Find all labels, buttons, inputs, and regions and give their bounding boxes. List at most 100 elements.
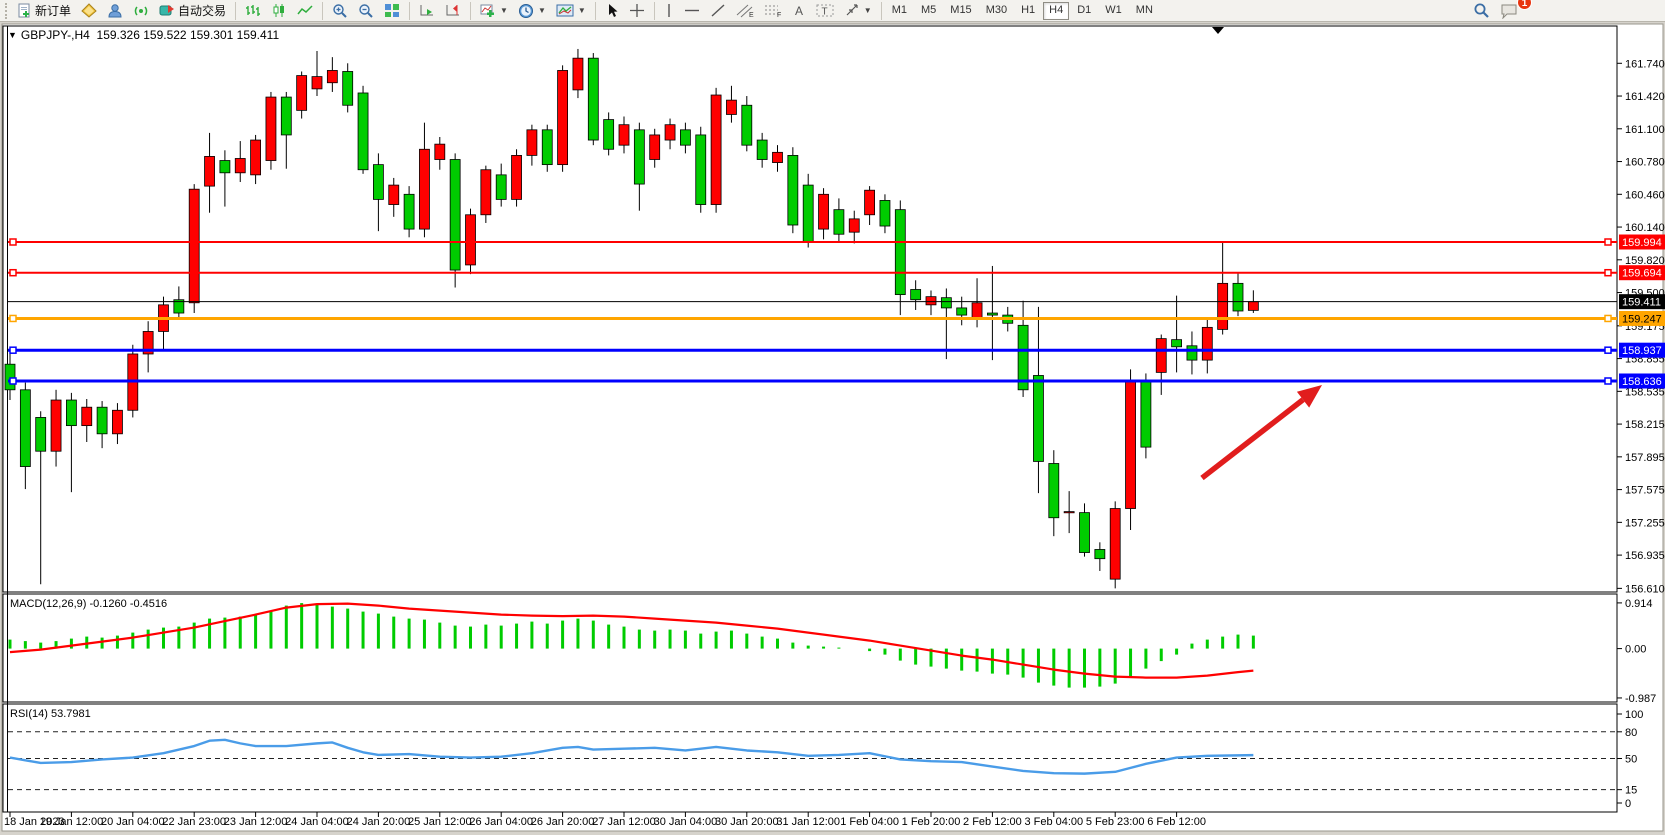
text-label-button[interactable]: T: [811, 1, 839, 21]
line-handle-left[interactable]: [9, 314, 17, 323]
price-tick-label[interactable]: 157.575: [1625, 485, 1665, 497]
annotation-arrow-shaft[interactable]: [1200, 397, 1305, 481]
price-tick-label[interactable]: 161.420: [1625, 91, 1665, 103]
fibonacci-button[interactable]: F: [759, 1, 787, 21]
candle-body: [219, 160, 231, 174]
line-handle-left[interactable]: [9, 268, 17, 277]
price-tick-label[interactable]: 158.535: [1625, 386, 1665, 398]
price-tick-label[interactable]: 161.100: [1625, 124, 1665, 136]
search-button[interactable]: [1468, 1, 1495, 21]
time-tick-label[interactable]: 1 Feb 20:00: [902, 816, 961, 828]
main-panel[interactable]: [2, 25, 1618, 593]
time-tick-label[interactable]: 20 Jan 04:00: [101, 816, 165, 828]
signals-button[interactable]: [128, 1, 154, 21]
line-chart-button[interactable]: [292, 1, 318, 21]
timeframe-d1[interactable]: D1: [1077, 3, 1092, 16]
price-tick-label[interactable]: 159.820: [1625, 255, 1665, 267]
notifications-button[interactable]: 1: [1495, 0, 1532, 21]
svg-text:F: F: [777, 12, 781, 18]
price-tick-label[interactable]: 157.895: [1625, 452, 1665, 464]
profile-button[interactable]: [102, 1, 128, 21]
zoom-out-button[interactable]: [353, 1, 379, 21]
candle-body: [818, 193, 829, 230]
symbol-dropdown-icon[interactable]: ▼: [8, 30, 17, 40]
price-tick-label[interactable]: 156.935: [1625, 550, 1665, 562]
vertical-line-button[interactable]: [659, 1, 679, 21]
line-handle-left[interactable]: [9, 346, 17, 354]
line-handle-right[interactable]: [1604, 346, 1612, 354]
price-tick-label[interactable]: 160.780: [1625, 157, 1665, 169]
line-handle-right[interactable]: [1604, 377, 1612, 385]
candle-body: [587, 57, 599, 141]
arrows-button[interactable]: ▼: [839, 1, 877, 21]
search-icon: [1473, 2, 1490, 19]
text-button[interactable]: A: [787, 1, 811, 21]
timeframe-m1[interactable]: M1: [891, 3, 907, 16]
line-handle-right[interactable]: [1604, 314, 1612, 323]
macd-signal-line: [9, 602, 1254, 679]
line-handle-left[interactable]: [9, 238, 17, 246]
toolbar-right-group: 1: [1468, 0, 1532, 21]
new-order-button[interactable]: 新订单: [12, 1, 76, 21]
tile-windows-button[interactable]: [379, 1, 405, 21]
price-tick-label[interactable]: 157.255: [1625, 517, 1665, 529]
time-tick-label[interactable]: 5 Feb 23:00: [1086, 816, 1145, 828]
indicators-button[interactable]: ▼: [475, 1, 513, 21]
channel-button[interactable]: E: [731, 1, 759, 21]
timeframe-m30[interactable]: M30: [985, 3, 1008, 16]
timeframe-w1[interactable]: W1: [1105, 3, 1122, 16]
horizontal-line-button[interactable]: [679, 1, 705, 21]
chart-shift-button[interactable]: [440, 1, 466, 21]
price-tick-label[interactable]: 160.460: [1625, 189, 1665, 201]
auto-scroll-button[interactable]: [414, 1, 440, 21]
time-tick-label[interactable]: 26 Jan 20:00: [531, 816, 595, 828]
auto-scroll-icon: [419, 3, 435, 18]
time-tick-label[interactable]: 22 Jan 23:00: [162, 816, 226, 828]
autotrading-button[interactable]: 自动交易: [154, 1, 231, 21]
templates-button[interactable]: ▼: [551, 1, 591, 21]
line-handle-left[interactable]: [9, 377, 17, 385]
time-tick-label[interactable]: 19 Jan 12:00: [40, 816, 104, 828]
time-tick-label[interactable]: 3 Feb 04:00: [1024, 816, 1083, 828]
time-tick-label[interactable]: 1 Feb 04:00: [840, 816, 899, 828]
time-tick-label[interactable]: 6 Feb 12:00: [1147, 816, 1206, 828]
time-tick-label[interactable]: 26 Jan 04:00: [469, 816, 533, 828]
timeframe-m5[interactable]: M5: [921, 3, 937, 16]
timeframe-h1[interactable]: H1: [1021, 3, 1036, 16]
market-watch-button[interactable]: [76, 1, 102, 21]
time-tick-label[interactable]: 31 Jan 12:00: [776, 816, 840, 828]
price-tick-label[interactable]: 158.215: [1625, 419, 1665, 431]
toolbar-grip[interactable]: [5, 2, 9, 19]
timeframe-m15[interactable]: M15: [950, 3, 972, 16]
time-tick-label[interactable]: 25 Jan 12:00: [408, 816, 472, 828]
annotation-arrow-head[interactable]: [1296, 385, 1322, 408]
price-tick-label[interactable]: 160.140: [1625, 222, 1665, 234]
notification-badge: 1: [1517, 0, 1532, 10]
zoom-in-button[interactable]: [327, 1, 353, 21]
line-handle-right[interactable]: [1604, 268, 1612, 277]
chart-shift-marker[interactable]: [1212, 27, 1224, 34]
chart-title: ▼ GBPJPY-,H4 159.326 159.522 159.301 159.…: [8, 28, 279, 42]
time-tick-label[interactable]: 30 Jan 20:00: [715, 816, 779, 828]
time-tick-label[interactable]: 27 Jan 12:00: [592, 816, 656, 828]
bar-chart-button[interactable]: [240, 1, 266, 21]
periods-button[interactable]: ▼: [513, 1, 551, 21]
line-chart-icon: [297, 3, 313, 18]
timeframe-mn[interactable]: MN: [1135, 3, 1153, 16]
line-handle-right[interactable]: [1604, 238, 1612, 246]
price-tick-label[interactable]: 156.610: [1625, 583, 1665, 595]
time-tick-label[interactable]: 2 Feb 12:00: [963, 816, 1022, 828]
trendline-button[interactable]: [705, 1, 731, 21]
timeframe-h4[interactable]: H4: [1043, 1, 1070, 20]
price-tick-label[interactable]: 161.740: [1625, 58, 1665, 70]
time-tick-label[interactable]: 24 Jan 04:00: [285, 816, 349, 828]
cursor-button[interactable]: [600, 1, 624, 21]
time-tick-label[interactable]: 18 Jan 2023: [4, 816, 65, 828]
candlestick-button[interactable]: [266, 1, 292, 21]
crosshair-button[interactable]: [624, 1, 650, 21]
time-tick-label[interactable]: 23 Jan 12:00: [224, 816, 288, 828]
time-tick-label[interactable]: 24 Jan 20:00: [347, 816, 411, 828]
macd-panel[interactable]: [2, 593, 1618, 703]
time-tick-label[interactable]: 30 Jan 04:00: [654, 816, 718, 828]
